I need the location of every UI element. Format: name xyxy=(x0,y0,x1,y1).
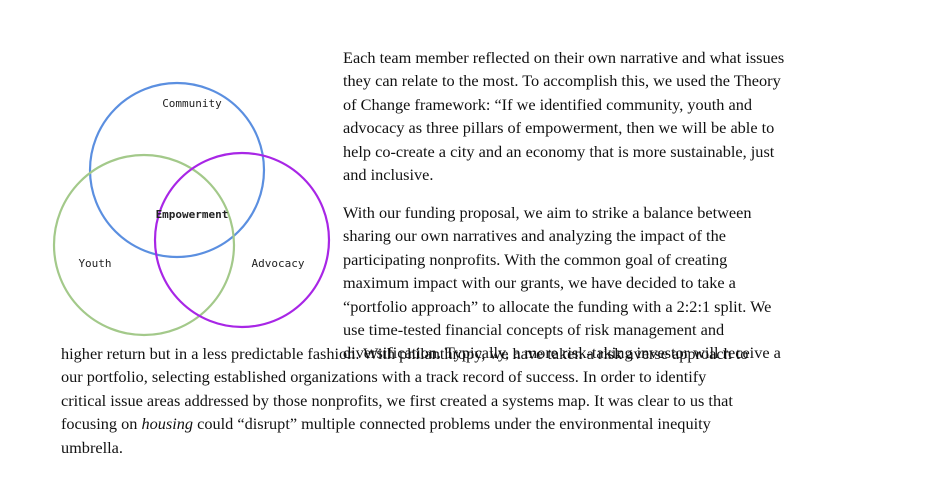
text-line: focusing on housing could “disrupt” mult… xyxy=(61,412,748,435)
text-line: critical issue areas addressed by those … xyxy=(61,390,733,410)
paragraph-theory-of-change: Each team member reflected on their own … xyxy=(343,46,784,186)
text-line: use time-tested financial concepts of ri… xyxy=(343,320,725,340)
text-line: diversification. Typically, a more risk-… xyxy=(343,343,781,363)
advocacy-circle xyxy=(153,151,331,329)
text-line: they can relate to the most. To accompli… xyxy=(343,71,781,91)
youth-label: Youth xyxy=(78,257,111,270)
youth-circle xyxy=(52,153,236,337)
venn-diagram: Community Youth Advocacy Empowerment xyxy=(52,81,331,337)
community-label: Community xyxy=(162,97,222,110)
text-line: sharing our own narratives and analyzing… xyxy=(343,226,726,246)
text-line: participating nonprofits. With the commo… xyxy=(343,249,728,269)
text-segment: could “disrupt” multiple connected probl… xyxy=(193,414,711,434)
text-segment: focusing on xyxy=(61,414,142,434)
text-line: With our funding proposal, we aim to str… xyxy=(343,203,752,222)
text-line: “portfolio approach” to allocate the fun… xyxy=(343,296,772,316)
text-line: help co-create a city and an economy tha… xyxy=(343,141,775,161)
text-line: and inclusive. xyxy=(343,165,434,185)
community-circle xyxy=(88,81,266,259)
text-line: our portfolio, selecting established org… xyxy=(61,367,707,387)
emphasis-housing: housing xyxy=(141,414,194,434)
text-line: maximum impact with our grants, we have … xyxy=(343,273,736,293)
paragraph-funding-proposal: With our funding proposal, we aim to str… xyxy=(343,201,781,365)
empowerment-label: Empowerment xyxy=(156,208,229,221)
advocacy-label: Advocacy xyxy=(252,257,305,270)
text-line: higher return but in a less predictable … xyxy=(61,344,749,363)
text-line: Each team member reflected on their own … xyxy=(343,48,785,67)
text-line: of Change framework: “If we identified c… xyxy=(343,94,753,114)
paragraph-philanthropy: higher return but in a less predictable … xyxy=(61,342,748,459)
text-line: umbrella. xyxy=(61,437,123,457)
text-line: advocacy as three pillars of empowerment… xyxy=(343,118,775,138)
